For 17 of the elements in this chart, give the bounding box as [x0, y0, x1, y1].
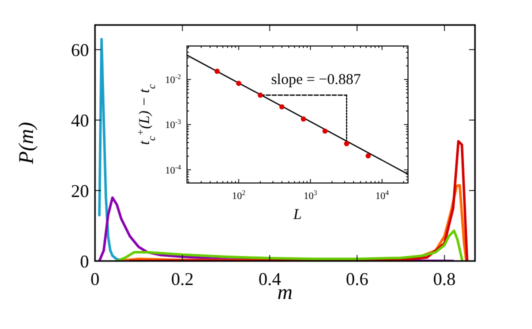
y-axis-title: P(m) — [14, 122, 38, 165]
y-tick-label: 20 — [71, 180, 89, 201]
y-tick-label: 0 — [80, 251, 89, 272]
y-tick-label: 40 — [71, 110, 89, 130]
y-tick-label: 10$^{-4}$ — [165, 163, 182, 176]
x-tick-label: 10$^{4}$ — [375, 189, 390, 202]
x-tick-label: 0.2 — [171, 269, 194, 289]
y-tick-label: 60 — [71, 40, 89, 60]
y-tick-label: 10$^{-3}$ — [165, 118, 182, 132]
x-tick-label: 0.4 — [258, 269, 281, 289]
x-tick-label: 10$^{3}$ — [304, 189, 318, 202]
y-tick-label: 10$^{-2}$ — [165, 72, 182, 86]
annotation: slope = −0.887 — [271, 72, 362, 88]
x-axis-title: L — [292, 207, 302, 223]
x-tick-label: 0.8 — [433, 269, 456, 289]
x-tick-label: 10$^{2}$ — [232, 189, 246, 202]
x-tick-label: 0.6 — [346, 269, 368, 289]
